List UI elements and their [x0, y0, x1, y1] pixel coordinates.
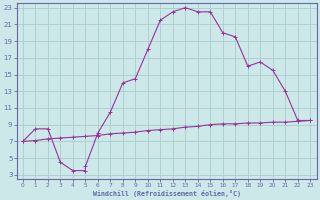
X-axis label: Windchill (Refroidissement éolien,°C): Windchill (Refroidissement éolien,°C): [92, 190, 241, 197]
